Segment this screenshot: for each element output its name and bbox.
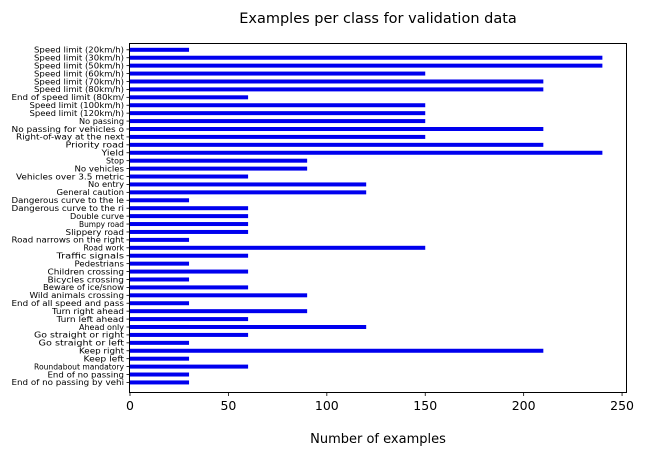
bar — [130, 134, 426, 139]
y-tick-label: Go straight or right — [34, 331, 124, 340]
y-tick-label: Keep right — [79, 347, 124, 356]
bar — [130, 142, 544, 147]
bar — [130, 79, 544, 84]
bar — [130, 63, 603, 68]
bar — [130, 71, 426, 76]
bar — [130, 348, 544, 353]
bar — [130, 285, 249, 290]
y-tick-label: No entry — [88, 180, 124, 189]
y-tick-label: End of no passing — [48, 370, 125, 379]
y-tick-label: No vehicles — [75, 164, 125, 173]
y-tick-label: No passing — [79, 117, 124, 126]
y-tick-label: Traffic signals — [55, 252, 124, 261]
x-tick-label: 50 — [220, 398, 236, 413]
y-tick-label: Speed limit (80km/h) — [34, 85, 124, 94]
x-axis-label: Number of examples — [310, 432, 446, 447]
x-axis: 0 50 100 150 200 250 — [126, 392, 634, 413]
y-tick-label: Road work — [84, 244, 125, 253]
bar — [130, 301, 190, 306]
y-tick-label: Bumpy road — [79, 220, 124, 229]
y-tick-label: Go straight or left — [39, 339, 125, 348]
y-tick-label: Stop — [106, 156, 124, 165]
y-tick-label: End of speed limit (80km/ — [12, 93, 125, 102]
y-tick-label: Pedestrians — [75, 259, 125, 268]
bar — [130, 198, 190, 203]
bar — [130, 317, 249, 322]
bar — [130, 206, 249, 211]
x-tick-label: 250 — [610, 398, 634, 413]
bar — [130, 55, 603, 60]
x-tick-label: 200 — [512, 398, 536, 413]
plot-frame — [129, 43, 627, 393]
bar — [130, 332, 249, 337]
y-tick-label: Speed limit (20km/h) — [34, 46, 124, 55]
x-tick-label: 150 — [413, 398, 437, 413]
bar — [130, 103, 426, 108]
bars-group — [130, 47, 603, 385]
bar — [130, 166, 308, 171]
bar — [130, 372, 190, 377]
bar — [130, 237, 190, 242]
bar — [130, 127, 544, 131]
bar — [130, 269, 249, 274]
y-tick-label: Double curve — [70, 212, 124, 221]
y-tick-label: Roundabout mandatory — [34, 362, 124, 371]
bar — [130, 87, 544, 92]
y-tick-label: Speed limit (50km/h) — [34, 61, 124, 70]
bar — [130, 119, 426, 124]
bar — [130, 222, 249, 227]
x-tick-label: 0 — [126, 398, 134, 413]
bar — [130, 95, 249, 100]
y-tick-label: Slippery road — [66, 228, 125, 237]
y-tick-label: Yield — [100, 149, 124, 158]
y-tick-label: Bicycles crossing — [48, 275, 125, 284]
bar — [130, 309, 308, 314]
bar — [130, 277, 190, 282]
bar — [130, 47, 190, 52]
x-tick-label: 100 — [315, 398, 339, 413]
y-tick-label: Keep left — [84, 354, 125, 363]
y-tick-label: Speed limit (60km/h) — [34, 69, 124, 78]
bar — [130, 340, 190, 345]
chart-title: Examples per class for validation data — [239, 11, 517, 27]
y-tick-label: Beware of ice/snow — [43, 283, 124, 292]
bar — [130, 364, 249, 369]
bar — [130, 380, 190, 385]
y-tick-label: Dangerous curve to the ri — [12, 204, 125, 213]
bar — [130, 182, 367, 187]
y-tick-label: Speed limit (30km/h) — [34, 54, 124, 63]
bar — [130, 111, 426, 116]
bar — [130, 356, 190, 361]
y-tick-label: End of all speed and pass — [12, 299, 124, 308]
bar — [130, 150, 603, 155]
y-tick-label: Dangerous curve to the le — [12, 196, 125, 205]
y-tick-label: Turn right ahead — [51, 307, 124, 316]
y-tick-label: Speed limit (100km/h) — [30, 101, 125, 110]
bar — [130, 158, 308, 163]
bar — [130, 214, 249, 219]
bar — [130, 245, 426, 250]
y-tick-label: Ahead only — [79, 323, 124, 332]
y-tick-label: Wild animals crossing — [30, 291, 125, 300]
y-axis: Speed limit (20km/h)Speed limit (30km/h)… — [12, 46, 130, 387]
y-tick-label: Speed limit (70km/h) — [34, 77, 124, 86]
bar — [130, 174, 249, 179]
y-tick-label: Right-of-way at the next — [16, 133, 124, 142]
bar — [130, 261, 190, 266]
y-tick-label: Vehicles over 3.5 metric — [16, 172, 124, 181]
y-tick-label: Priority road — [66, 141, 125, 150]
y-tick-label: Turn left ahead — [55, 315, 124, 324]
bar — [130, 190, 367, 195]
y-tick-label: Speed limit (120km/h) — [30, 109, 125, 118]
y-tick-label: End of no passing by vehi — [12, 378, 125, 387]
y-tick-label: General caution — [57, 188, 125, 197]
y-tick-label: Road narrows on the right — [12, 236, 125, 245]
bar — [130, 229, 249, 234]
y-tick-label: No passing for vehicles o — [12, 125, 125, 134]
bar — [130, 253, 249, 258]
bar — [130, 325, 367, 329]
y-tick-label: Children crossing — [48, 267, 125, 276]
bar — [130, 293, 308, 298]
